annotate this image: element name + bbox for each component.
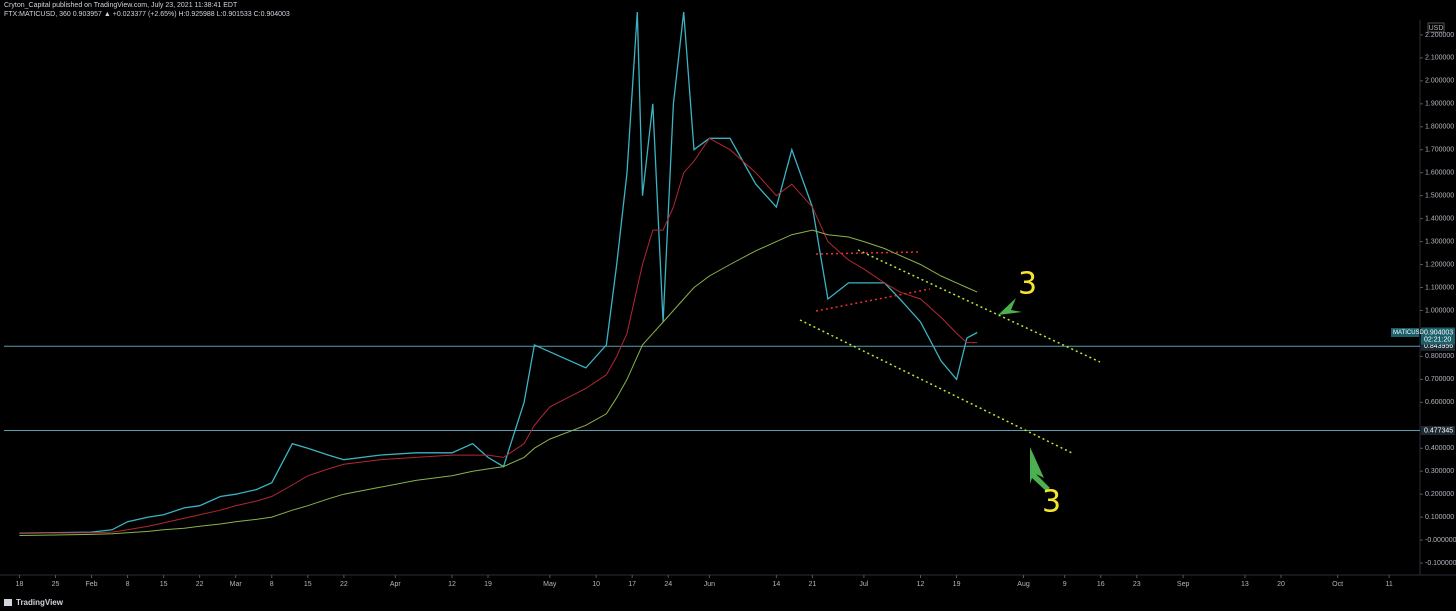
x-tick-label: May <box>543 581 557 588</box>
triangle-top <box>815 251 919 255</box>
level-label-box <box>1421 341 1455 351</box>
y-tick-label: -0.000000 <box>1425 537 1456 544</box>
y-tick-label: 1.000000 <box>1425 307 1454 314</box>
annotation: 3 <box>1042 485 1061 520</box>
channel-lower <box>799 319 1073 454</box>
y-tick-label: 0.400000 <box>1425 445 1454 452</box>
symbol-box <box>1391 328 1419 338</box>
trend-drawings <box>799 249 1101 454</box>
price-line <box>19 11 978 534</box>
x-tick-label: Jun <box>704 581 715 588</box>
y-tick-label: 1.700000 <box>1425 147 1454 154</box>
x-tick-label: 19 <box>484 581 492 588</box>
annotation: 3 <box>1018 267 1037 302</box>
y-tick-label: 1.300000 <box>1425 238 1454 245</box>
x-tick-label: 23 <box>1133 581 1141 588</box>
x-tick-label: 10 <box>592 581 600 588</box>
x-tick-label: 14 <box>772 581 780 588</box>
x-tick-label: 15 <box>304 581 312 588</box>
x-tick-label: Mar <box>230 581 243 588</box>
y-tick-label: 1.600000 <box>1425 170 1454 177</box>
y-tick-label: 0.700000 <box>1425 376 1454 383</box>
plot: 2.200000 2.100000 2.000000 1.900000 1.800000… <box>4 11 1456 588</box>
footer: TradingView <box>4 598 64 607</box>
currency-box <box>1427 22 1445 33</box>
y-tick-label: 0.800000 <box>1425 353 1454 360</box>
x-tick-label: Jul <box>859 581 868 588</box>
level-label: 0.843956 <box>1424 343 1453 350</box>
x-tick-label: 18 <box>16 581 24 588</box>
x-tick-label: 9 <box>1063 581 1067 588</box>
y-tick-label: 1.400000 <box>1425 215 1454 222</box>
x-tick-label: 8 <box>126 581 130 588</box>
y-tick-label: 0.200000 <box>1425 491 1454 498</box>
arrow-lower <box>1030 447 1050 491</box>
y-tick-label: 0.300000 <box>1425 468 1454 475</box>
level-label: 0.477345 <box>1424 427 1453 434</box>
y-tick-label: 1.100000 <box>1425 284 1454 291</box>
y-tick-label: 0.100000 <box>1425 514 1454 521</box>
x-tick-label: 15 <box>160 581 168 588</box>
x-tick-label: Feb <box>86 581 98 588</box>
x-tick-label: 22 <box>340 581 348 588</box>
triangle-bottom <box>815 288 931 312</box>
symbol: MATICUSD <box>1393 330 1425 336</box>
x-tick-label: 8 <box>270 581 274 588</box>
y-tick-label: 1.800000 <box>1425 124 1454 131</box>
x-tick-label: Apr <box>390 581 402 588</box>
x-tick-label: 22 <box>196 581 204 588</box>
y-tick-label: 1.200000 <box>1425 261 1454 268</box>
last-price: 0.904003 <box>1424 329 1453 336</box>
x-tick-label: 13 <box>1241 581 1249 588</box>
y-tick-label: 1.500000 <box>1425 193 1454 200</box>
brand: TradingView <box>16 598 64 607</box>
y-tick-label: 0.600000 <box>1425 399 1454 406</box>
level-label-box <box>1421 425 1455 435</box>
publish-info: Cryton_Capital published on TradingView.… <box>4 2 238 9</box>
currency: USD <box>1429 25 1444 32</box>
symbol-info: FTX:MATICUSD, 360 0.903957 ▲ +0.023377 (… <box>4 11 290 18</box>
arrow-upper <box>998 298 1022 315</box>
x-tick-label: Aug <box>1017 581 1030 588</box>
x-tick-label: 16 <box>1097 581 1105 588</box>
x-tick-label: 19 <box>953 581 961 588</box>
x-tick-label: Sep <box>1177 581 1190 588</box>
x-tick-label: 12 <box>448 581 456 588</box>
y-tick-label: 2.000000 <box>1425 78 1454 85</box>
x-tick-label: 24 <box>664 581 672 588</box>
last-price-box <box>1421 327 1455 345</box>
x-tick-label: 20 <box>1277 581 1285 588</box>
x-tick-label: 21 <box>809 581 817 588</box>
x-tick-label: 11 <box>1385 581 1392 588</box>
x-tick-label: 17 <box>628 581 636 588</box>
y-tick-label: 2.100000 <box>1425 55 1454 62</box>
price-line <box>19 137 978 534</box>
y-tick-label: -0.100000 <box>1425 560 1456 567</box>
price-line <box>19 229 978 536</box>
x-tick-label: 12 <box>917 581 925 588</box>
y-tick-label: 2.200000 <box>1425 32 1454 39</box>
y-tick-label: 1.900000 <box>1425 101 1454 108</box>
brand-logo <box>4 599 12 606</box>
countdown: 02:21:20 <box>1424 336 1451 343</box>
x-tick-label: Oct <box>1332 581 1343 588</box>
x-tick-label: 25 <box>52 581 60 588</box>
